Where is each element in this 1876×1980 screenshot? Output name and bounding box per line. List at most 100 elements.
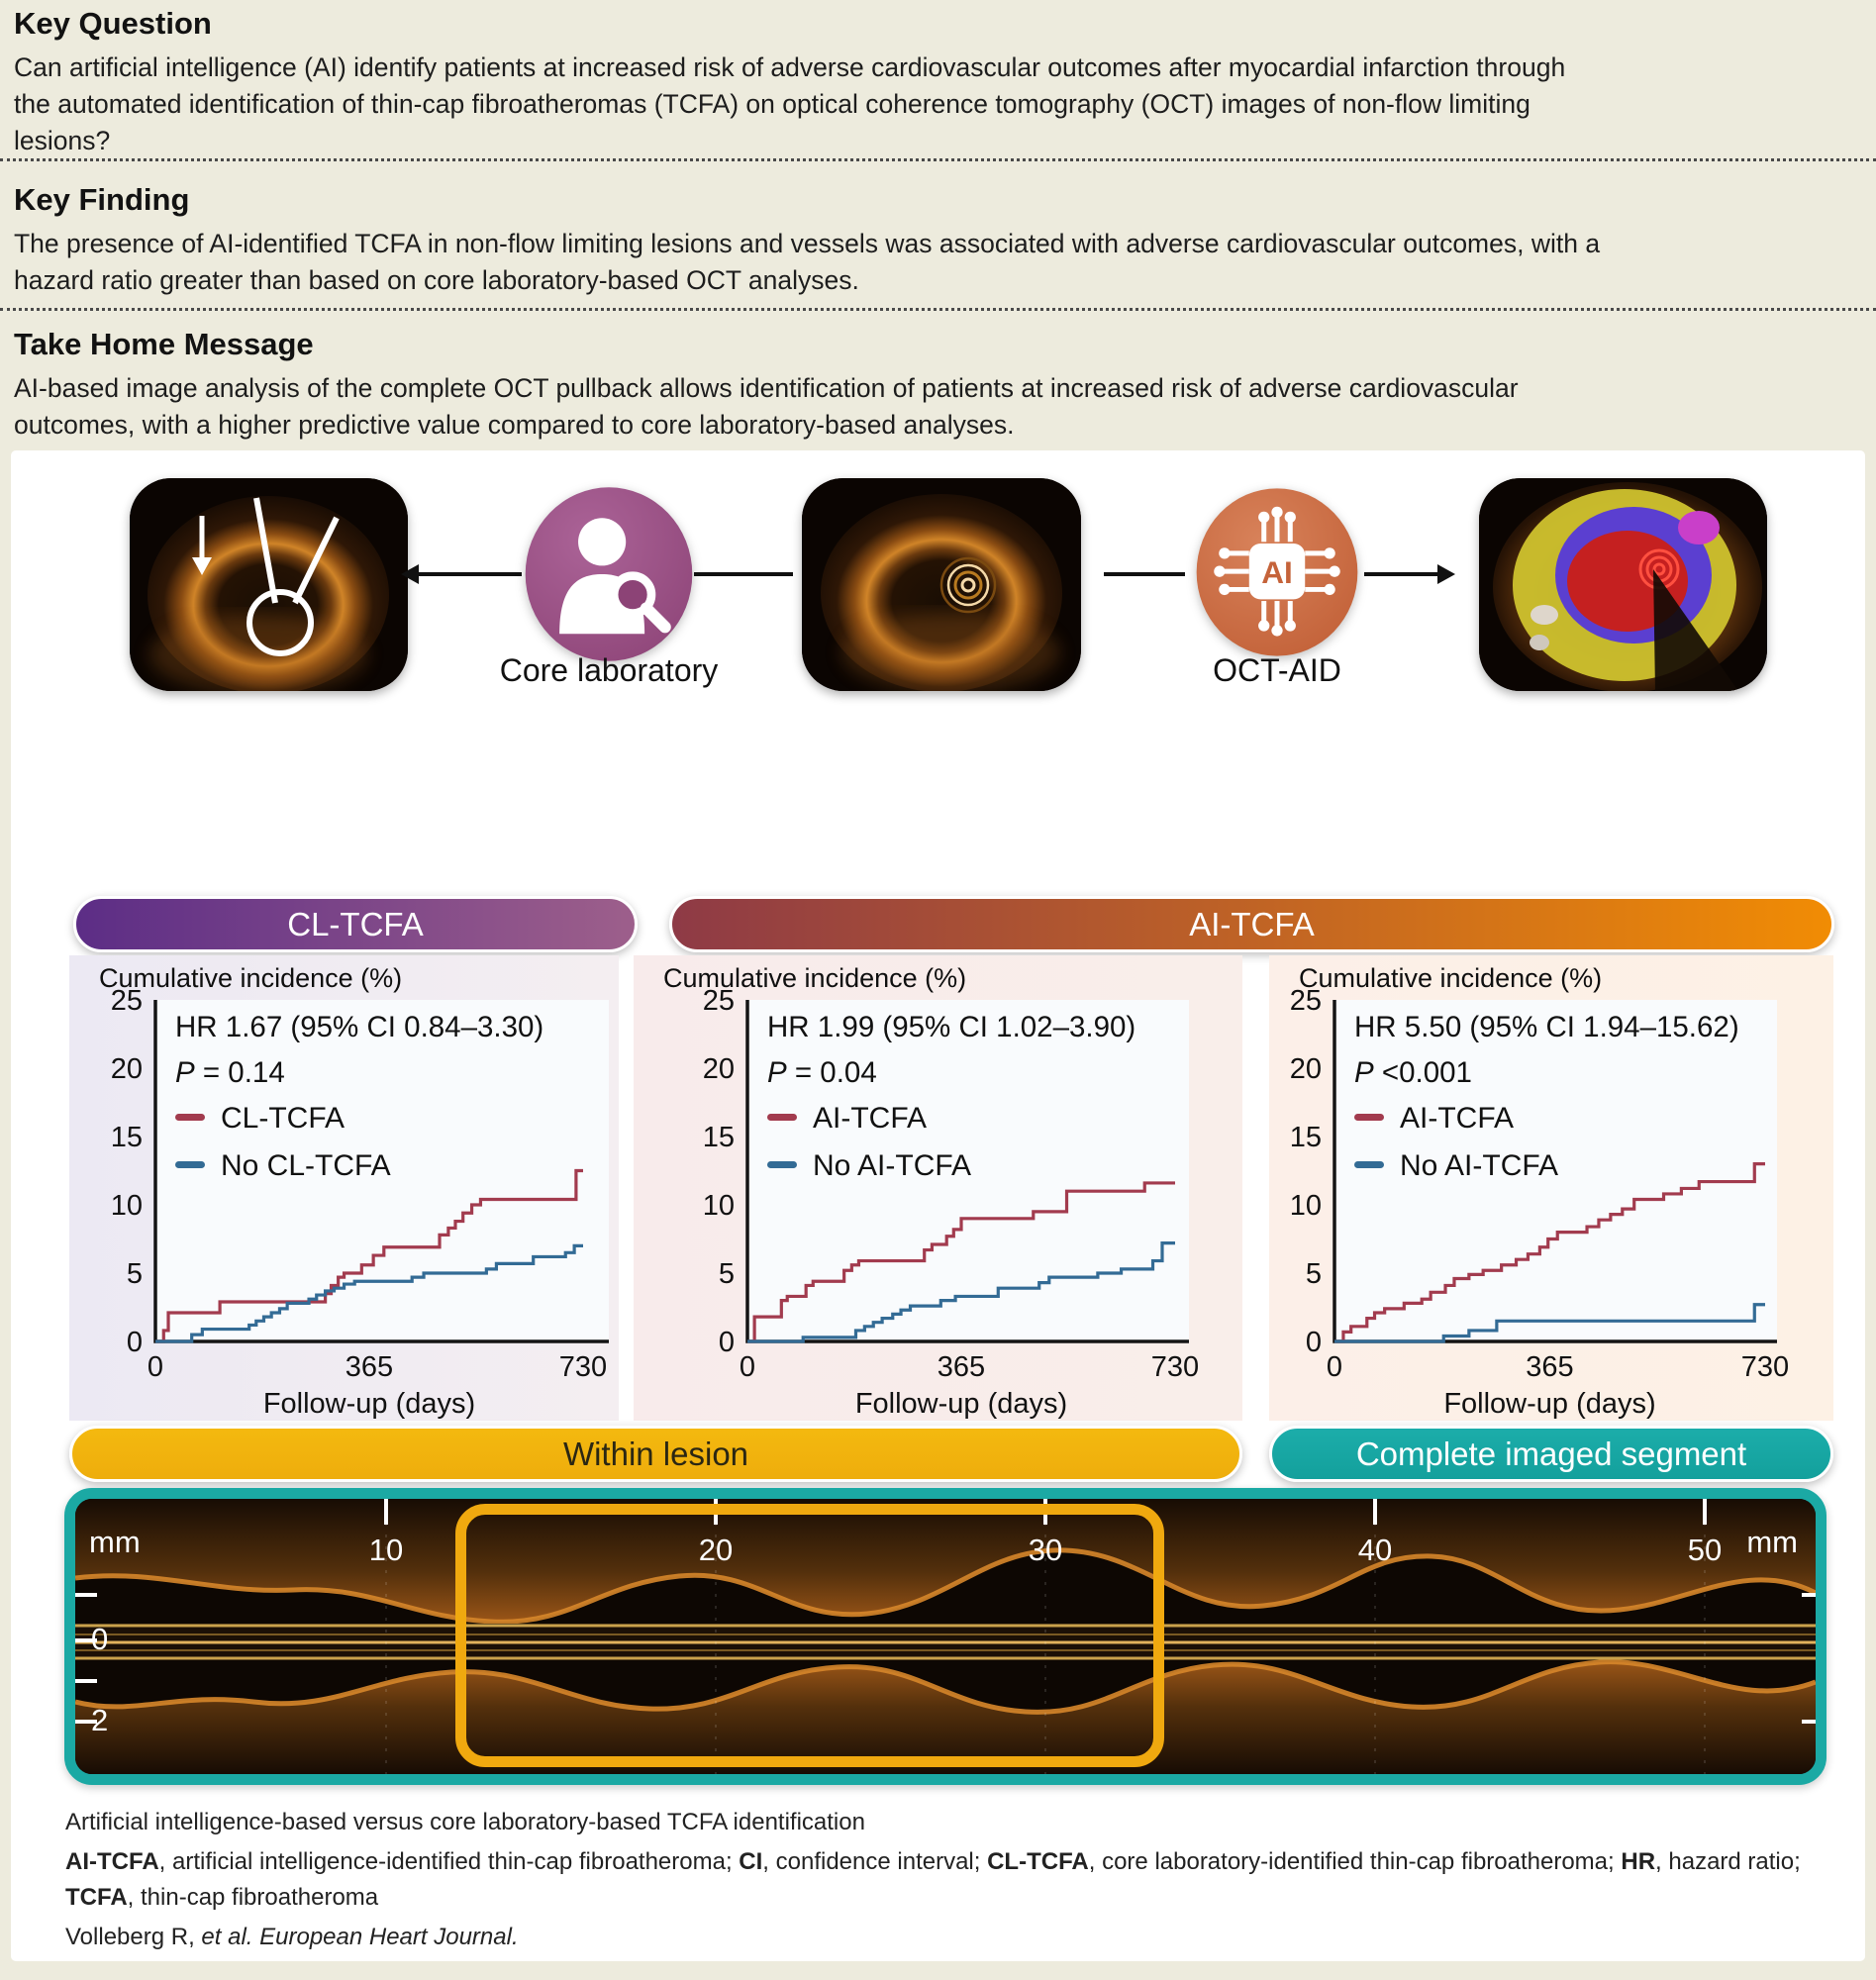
kaplan-meier-chart: 0 5 10 15 20 25 0 365 730 Follow-up (days) HR 1.99… [703, 985, 1199, 1420]
chart-title: Cumulative incidence (%) [1299, 963, 1603, 993]
kaplan-meier-chart: 0 5 10 15 20 25 0 365 730 Follow-up (days) HR 5.50… [1290, 985, 1789, 1420]
citation-authors: Volleberg R, [65, 1924, 195, 1950]
y-tick-label: 0 [719, 1327, 735, 1358]
legend-label: CL-TCFA [221, 1102, 345, 1135]
catheter-band [75, 1624, 1816, 1660]
x-tick-label: 365 [346, 1351, 393, 1383]
x-tick-label: 730 [559, 1351, 607, 1383]
take-home-body: AI-based image analysis of the complete … [14, 373, 1519, 440]
legend-swatch [767, 1114, 797, 1121]
take-home-section: Take Home Message AI-based image analysi… [14, 327, 1863, 444]
x-axis-label: Follow-up (days) [855, 1388, 1067, 1420]
pullback-scale-overlay: mm mm 0 2 10 20 30 40 50 [75, 1499, 1816, 1774]
mm-unit-left: mm [89, 1525, 141, 1559]
km-curve-cl-tcfa [155, 1168, 583, 1343]
core-laboratory-label: Core laboratory [499, 652, 719, 688]
hr-annotation: HR 1.67 (95% CI 0.84–3.30) [175, 1011, 543, 1043]
catheter-rings-icon [939, 556, 997, 614]
take-home-title: Take Home Message [14, 327, 314, 361]
x-tick-label: 365 [1526, 1351, 1573, 1383]
legend-swatch [1354, 1114, 1384, 1121]
chart-panel-cl-tcfa: Cumulative incidence (%) 0 5 10 15 20 25 0 365 7… [69, 955, 619, 1421]
depth-label-0: 0 [91, 1622, 109, 1656]
mm-unit-right: mm [1746, 1525, 1798, 1559]
km-curve-ai-tcfa [1334, 1162, 1765, 1343]
pullback-tick-label: 10 [368, 1533, 404, 1567]
km-curve-no-cl-tcfa [155, 1243, 583, 1343]
legend-label: No AI-TCFA [1400, 1149, 1558, 1182]
x-tick-label: 365 [938, 1351, 985, 1383]
key-question-title: Key Question [14, 6, 212, 41]
depth-tick [1802, 1593, 1816, 1597]
x-tick-label: 730 [1151, 1351, 1199, 1383]
oct-aid-label: OCT-AID [1213, 652, 1341, 688]
upper-tissue [75, 1499, 1816, 1623]
dotted-divider [0, 308, 1876, 311]
pullback-tick-label: 20 [698, 1533, 734, 1567]
p-value-annotation: P <0.001 [1354, 1056, 1472, 1089]
x-axis-label: Follow-up (days) [263, 1388, 475, 1420]
depth-tick [75, 1638, 97, 1642]
pullback-tick-label: 40 [1357, 1533, 1393, 1567]
magnifier-icon [609, 571, 656, 618]
y-tick-label: 10 [1290, 1190, 1322, 1222]
plot-area [155, 1000, 609, 1341]
key-finding-body: The presence of AI-identified TCFA in no… [14, 229, 1601, 295]
depth-tick [75, 1720, 97, 1724]
y-tick-label: 5 [1306, 1258, 1322, 1290]
pullback-tick [1703, 1499, 1707, 1525]
y-tick-label: 25 [111, 985, 143, 1017]
pullback-tick-label: 30 [1028, 1533, 1063, 1567]
abbreviation-text: AI-TCFA, artificial intelligence-identif… [65, 1848, 1801, 1911]
lower-tissue [75, 1661, 1816, 1774]
citation-journal: et al. European Heart Journal. [194, 1924, 519, 1950]
pullback-tick [384, 1499, 388, 1525]
figure-caption: Artificial intelligence-based versus cor… [65, 1809, 865, 1835]
tcfa-marker-circle [247, 589, 314, 656]
dotted-divider [0, 158, 1876, 161]
p-value-annotation: P = 0.14 [175, 1056, 285, 1089]
x-tick-label: 0 [740, 1351, 755, 1383]
oct-image-plain [802, 478, 1081, 691]
legend-label: No CL-TCFA [221, 1149, 391, 1182]
legend-label: AI-TCFA [1400, 1102, 1514, 1135]
figure-panel: Core laboratory [11, 450, 1865, 1961]
core-laboratory-icon [525, 487, 693, 661]
oct-segmented-graphic [1479, 478, 1767, 691]
y-tick-label: 0 [127, 1327, 143, 1358]
cl-tcfa-banner: CL-TCFA [73, 896, 638, 952]
y-tick-label: 20 [111, 1053, 143, 1085]
ai-chip-text: AI [1261, 554, 1293, 590]
x-tick-label: 0 [1327, 1351, 1342, 1383]
y-tick-label: 15 [111, 1122, 143, 1153]
km-curve-no-ai-tcfa [747, 1241, 1175, 1343]
depth-tick [75, 1679, 97, 1683]
legend-swatch [767, 1161, 797, 1168]
segment-patch [1530, 605, 1558, 625]
key-question-body: Can artificial intelligence (AI) identif… [14, 52, 1566, 155]
caliper-line [253, 497, 278, 604]
chart-panel-ai-tcfa-segment: Cumulative incidence (%) 0 5 10 15 20 25 0 365 7… [1269, 955, 1833, 1421]
hr-annotation: HR 5.50 (95% CI 1.94–15.62) [1354, 1011, 1739, 1043]
y-tick-label: 25 [703, 985, 735, 1017]
legend-swatch [175, 1161, 205, 1168]
y-tick-label: 10 [111, 1190, 143, 1222]
legend-swatch [175, 1114, 205, 1121]
y-tick-label: 15 [1290, 1122, 1322, 1153]
y-tick-label: 5 [127, 1258, 143, 1290]
legend-label: AI-TCFA [813, 1102, 927, 1135]
oct-aid-icon: AI [1196, 488, 1358, 656]
p-value-annotation: P = 0.04 [767, 1056, 877, 1089]
lower-lumen-edge [75, 1659, 1816, 1715]
pullback-tick [1373, 1499, 1377, 1525]
depth-tick [1802, 1720, 1816, 1724]
chip-pins [1223, 515, 1332, 628]
connector-line [1104, 572, 1185, 576]
legend-label: No AI-TCFA [813, 1149, 971, 1182]
key-question-section: Key Question Can artificial intelligence… [14, 6, 1863, 159]
oct-image-annotated [130, 478, 408, 691]
arrow-right-icon [1364, 564, 1455, 584]
oct-image-segmented [1479, 478, 1767, 691]
person-icon [578, 518, 627, 566]
